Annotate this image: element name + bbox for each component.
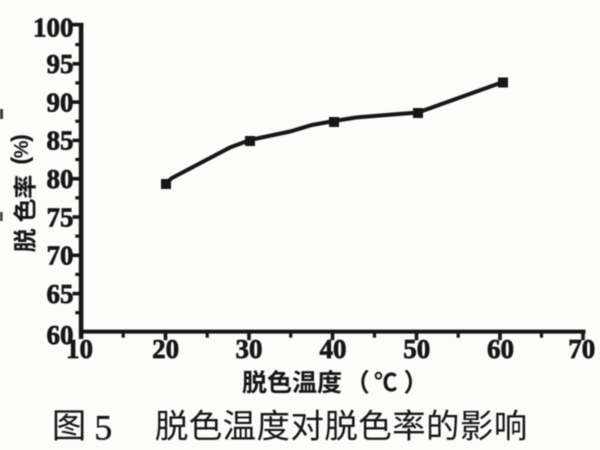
- svg-text:100: 100: [33, 13, 74, 43]
- svg-text:60: 60: [487, 334, 514, 364]
- svg-text:10: 10: [66, 334, 93, 364]
- svg-text:65: 65: [47, 279, 74, 309]
- svg-text:20: 20: [152, 334, 179, 364]
- svg-text:80: 80: [47, 164, 74, 194]
- svg-text:30: 30: [236, 334, 263, 364]
- svg-text:60: 60: [47, 320, 74, 350]
- svg-text:95: 95: [47, 49, 74, 79]
- svg-text:90: 90: [47, 87, 74, 117]
- svg-text:50: 50: [403, 334, 430, 364]
- svg-text:70: 70: [568, 334, 595, 364]
- svg-text:75: 75: [47, 202, 74, 232]
- svg-text:70: 70: [47, 241, 74, 271]
- svg-text:(%): (%): [7, 135, 34, 165]
- svg-text:5: 5: [94, 408, 112, 448]
- svg-text:40: 40: [320, 334, 347, 364]
- svg-text:85: 85: [47, 126, 74, 156]
